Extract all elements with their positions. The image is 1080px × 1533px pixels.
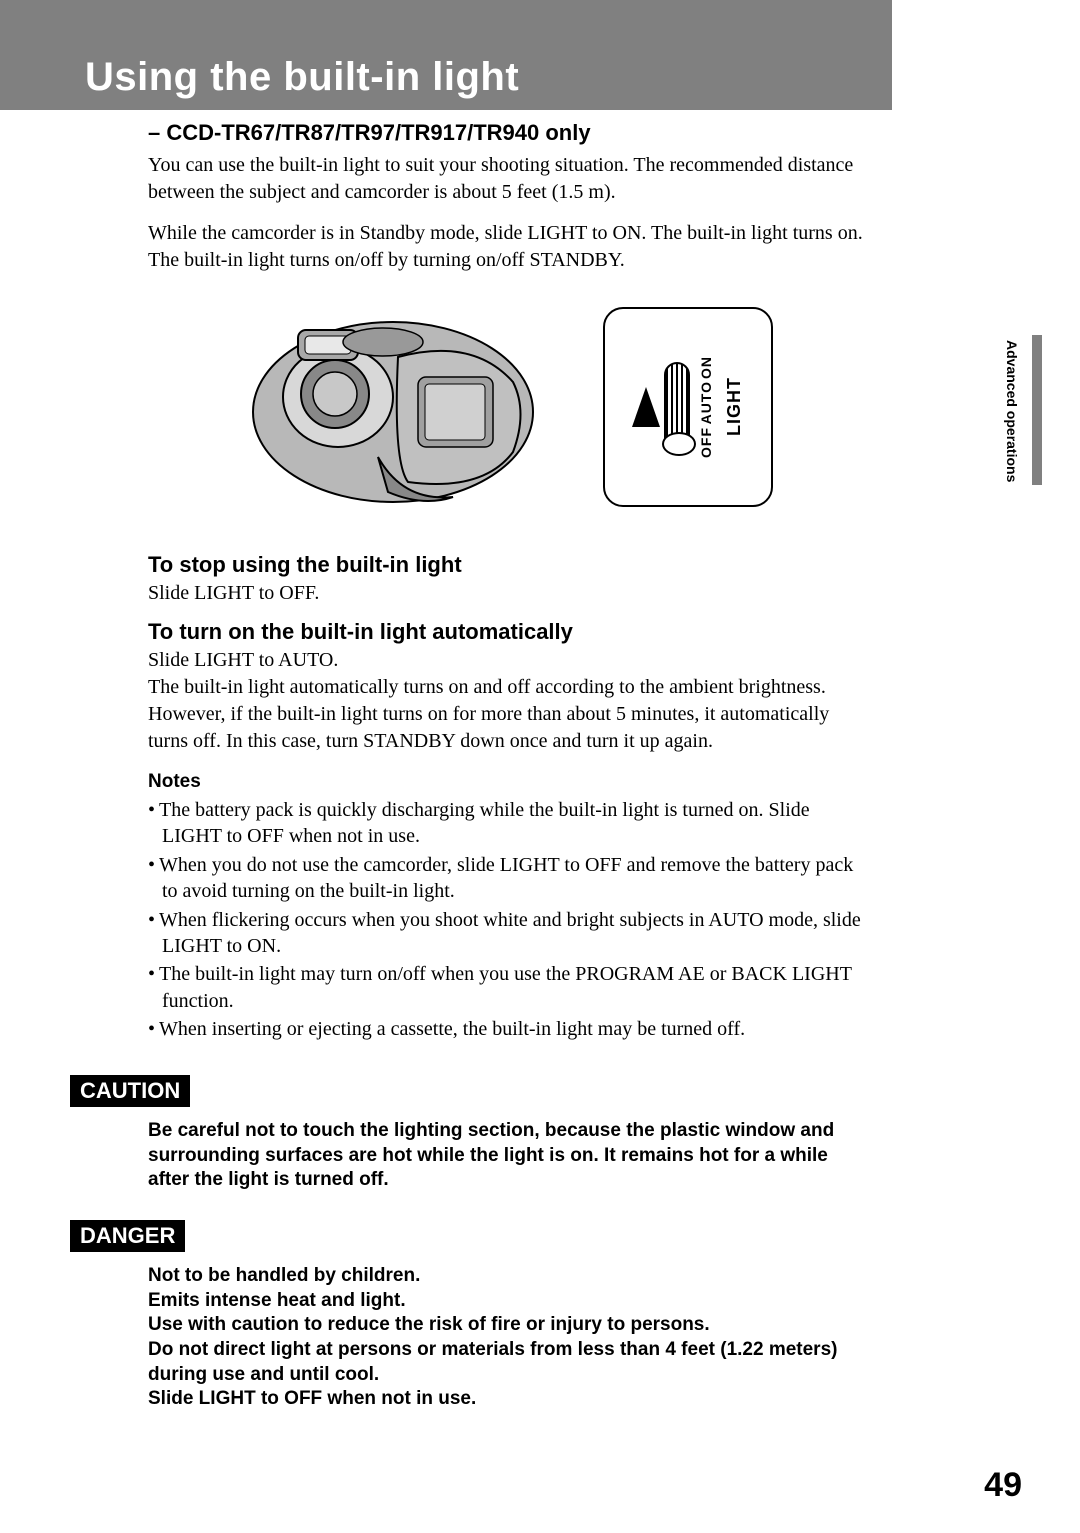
auto-heading: To turn on the built-in light automatica… — [148, 619, 868, 645]
camcorder-illustration — [243, 302, 543, 512]
note-item: When you do not use the camcorder, slide… — [148, 852, 868, 905]
intro-2b: The built-in light turns on/off by turni… — [148, 249, 625, 271]
caution-text: Be careful not to touch the lighting sec… — [148, 1119, 868, 1193]
note-item: When inserting or ejecting a cassette, t… — [148, 1016, 868, 1042]
stop-text: Slide LIGHT to OFF. — [148, 580, 868, 607]
note-item: The built-in light may turn on/off when … — [148, 961, 868, 1014]
page-number: 49 — [984, 1466, 1022, 1505]
arrow-up-icon — [632, 387, 660, 427]
danger-block: DANGER Not to be handled by children. Em… — [70, 1220, 868, 1412]
danger-text: Not to be handled by children. Emits int… — [148, 1264, 868, 1412]
caution-label: CAUTION — [70, 1075, 190, 1107]
switch-label-off: OFF — [698, 427, 714, 458]
auto-text: Slide LIGHT to AUTO. The built-in light … — [148, 647, 868, 755]
page-title: Using the built-in light — [85, 55, 519, 100]
side-tab-label: Advanced operations — [1004, 340, 1020, 482]
switch-label-on: ON — [698, 356, 714, 379]
switch-inner: ON AUTO OFF LIGHT — [632, 356, 745, 457]
figure-area: ON AUTO OFF LIGHT — [243, 292, 773, 532]
notes-heading: Notes — [148, 771, 868, 793]
intro-paragraph-1: You can use the built-in light to suit y… — [148, 152, 868, 206]
danger-label: DANGER — [70, 1220, 185, 1252]
switch-knob — [662, 432, 696, 456]
switch-label-light: LIGHT — [724, 377, 745, 436]
intro-paragraph-2: While the camcorder is in Standby mode, … — [148, 220, 868, 274]
switch-slider — [664, 362, 690, 452]
stop-heading: To stop using the built-in light — [148, 552, 868, 578]
notes-list: The battery pack is quickly discharging … — [148, 797, 868, 1043]
light-switch-diagram: ON AUTO OFF LIGHT — [603, 307, 773, 507]
side-tab-bar — [1032, 335, 1042, 485]
note-item: The battery pack is quickly discharging … — [148, 797, 868, 850]
note-item: When flickering occurs when you shoot wh… — [148, 907, 868, 960]
content-area: – CCD-TR67/TR87/TR97/TR917/TR940 only Yo… — [148, 120, 868, 1045]
model-subtitle: – CCD-TR67/TR87/TR97/TR917/TR940 only — [148, 120, 868, 146]
switch-label-auto: AUTO — [698, 381, 714, 424]
switch-position-labels: ON AUTO OFF — [698, 356, 714, 457]
intro-2a: While the camcorder is in Standby mode, … — [148, 222, 863, 244]
caution-block: CAUTION Be careful not to touch the ligh… — [70, 1075, 868, 1193]
